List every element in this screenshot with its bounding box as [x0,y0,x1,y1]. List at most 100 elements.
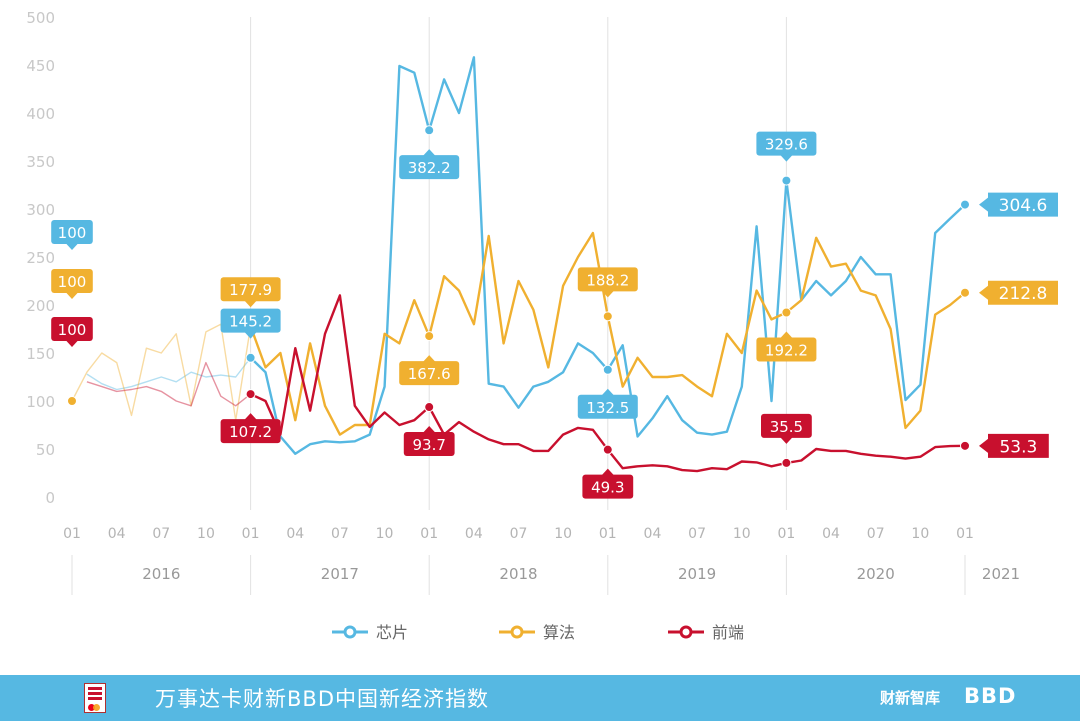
callout-box [577,394,638,419]
callout-box [979,192,1058,217]
bbd-brand-logo: BBD [964,684,1017,708]
x-tick-label: 07 [688,526,706,542]
callout-value: 35.5 [770,418,803,436]
year-label: 2019 [678,565,716,583]
value-callout: 188.2 [577,267,638,298]
caixin-brand-logo: 财新智库 [880,689,941,707]
callout-box [403,432,455,457]
callout-pointer [601,290,614,298]
series-line-faded [86,357,252,391]
x-tick-label: 07 [331,526,349,542]
callout-pointer [66,292,78,299]
callout-pointer [601,388,614,396]
y-tick-label: 250 [26,249,55,267]
value-callout: 93.7 [403,426,455,457]
callout-box [756,337,817,362]
x-tick-label: 04 [286,526,304,542]
callout-value: 100 [58,273,87,291]
callout-box [756,131,817,156]
y-tick-label: 150 [26,345,55,363]
year-label: 2020 [857,565,895,583]
callout-pointer [244,332,257,339]
legend-marker [343,625,357,639]
data-point-marker [67,396,77,406]
callout-value: 329.6 [765,136,808,154]
y-tick-label: 350 [26,153,55,171]
x-tick-label: 01 [242,526,260,542]
value-callout: 145.2 [220,308,281,339]
legend-item: 算法 [499,623,575,642]
callout-value: 167.6 [408,365,451,383]
year-label: 2018 [499,565,537,583]
callout-box [582,474,634,499]
callout-box [51,269,93,293]
x-tick-label: 10 [376,526,394,542]
x-tick-label: 10 [911,526,929,542]
value-callout: 49.3 [582,468,634,499]
value-callout: 53.3 [979,433,1049,458]
data-point-marker [424,402,435,413]
y-tick-label: 0 [45,489,55,507]
legend-label: 芯片 [376,623,408,642]
x-tick-label: 01 [777,526,795,542]
y-tick-label: 400 [26,105,55,123]
callout-box [399,155,460,180]
year-label: 2016 [142,565,180,583]
callout-value: 53.3 [999,437,1037,457]
callout-value: 188.2 [586,271,629,289]
x-tick-label: 04 [465,526,483,542]
value-callout: 132.5 [577,388,638,419]
year-label: 2017 [321,565,359,583]
callout-value: 382.2 [408,159,451,177]
callout-pointer [244,413,257,420]
legend-label: 算法 [543,623,575,642]
x-tick-label: 10 [733,526,751,542]
x-tick-label: 04 [644,526,662,542]
x-tick-label: 01 [956,526,974,542]
x-tick-label: 07 [867,526,885,542]
callout-pointer [423,426,436,433]
data-point-marker [245,352,256,363]
data-point-marker [602,311,613,322]
x-tick-label: 01 [63,526,81,542]
x-tick-label: 04 [108,526,126,542]
callout-pointer [66,243,78,250]
callout-value: 177.9 [229,281,272,299]
legend-item: 芯片 [332,623,408,642]
value-callout: 382.2 [399,149,460,180]
callout-box [220,308,281,333]
x-tick-label: 01 [420,526,438,542]
value-callout: 100 [51,220,93,250]
x-tick-label: 01 [599,526,617,542]
data-point-marker [960,287,970,298]
series-line-faded [71,323,252,421]
series-lines [71,56,966,473]
callout-box [979,280,1058,305]
data-point-marker [245,389,256,400]
callout-pointer [780,437,793,444]
callout-box [761,413,812,438]
x-tick-label: 10 [554,526,572,542]
x-tick-label: 04 [822,526,840,542]
callout-value: 107.2 [229,423,272,441]
data-point-marker [781,307,792,318]
value-callout: 212.8 [979,280,1058,305]
callout-box [51,220,93,244]
callout-box [399,361,460,386]
y-tick-label: 500 [26,9,55,27]
y-tick-label: 50 [36,441,55,459]
value-callout: 329.6 [756,131,817,162]
data-point-marker [602,444,613,455]
callout-value: 49.3 [591,479,624,497]
data-point-marker [602,364,613,375]
value-callout: 100 [51,269,93,299]
data-point-marker [781,175,792,186]
callout-pointer [423,355,436,362]
callout-value: 304.6 [999,196,1048,216]
callout-pointer [423,149,436,156]
data-point-marker [960,440,970,451]
data-point-marker [960,199,970,210]
y-tick-label: 200 [26,297,55,315]
callout-box [577,267,638,292]
